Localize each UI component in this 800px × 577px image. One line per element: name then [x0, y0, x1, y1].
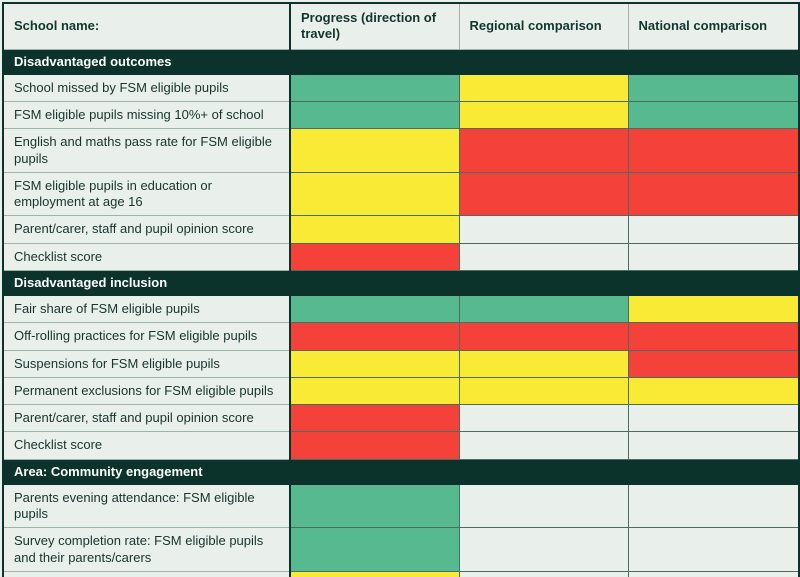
table-row: Parent/carer, staff and pupil opinion sc…	[2, 403, 800, 433]
status-cell-blank	[458, 570, 629, 577]
column-header-school-name: School name:	[2, 2, 291, 50]
status-cell-yellow	[289, 570, 460, 577]
table-body: Disadvantaged outcomes School missed by F…	[2, 48, 800, 577]
table-row: English and maths pass rate for FSM elig…	[2, 128, 800, 173]
table-row: FSM eligible pupils missing 10%+ of scho…	[2, 100, 800, 130]
status-cell-yellow	[458, 100, 629, 130]
status-cell-yellow	[289, 376, 460, 406]
row-label: Suspensions for FSM eligible pupils	[2, 349, 291, 378]
status-cell-yellow	[289, 215, 460, 244]
status-cell-yellow	[458, 376, 629, 406]
status-cell-red	[289, 242, 460, 271]
table-row: Fair share of FSM eligible pupils	[2, 294, 800, 324]
row-label: Fair share of FSM eligible pupils	[2, 294, 291, 324]
row-label: Off-rolling practices for FSM eligible p…	[2, 322, 291, 351]
status-cell-yellow	[627, 376, 800, 406]
row-label: Parent/carer, staff and pupil opinion sc…	[2, 570, 291, 577]
table-row: Checklist score	[2, 242, 800, 271]
row-label: Parent/carer, staff and pupil opinion sc…	[2, 403, 291, 433]
status-cell-red	[627, 128, 800, 173]
header-row: School name: Progress (direction of trav…	[2, 2, 800, 50]
status-cell-yellow	[289, 171, 460, 217]
status-cell-red	[289, 403, 460, 433]
table-row: Parents evening attendance: FSM eligible…	[2, 483, 800, 529]
section-title: Disadvantaged outcomes	[2, 48, 800, 75]
row-label: Parent/carer, staff and pupil opinion sc…	[2, 215, 291, 244]
status-cell-red	[458, 171, 629, 217]
status-cell-blank	[627, 570, 800, 577]
table-row: Off-rolling practices for FSM eligible p…	[2, 322, 800, 351]
row-label: School missed by FSM eligible pupils	[2, 73, 291, 103]
status-cell-blank	[627, 215, 800, 244]
status-cell-red	[627, 349, 800, 378]
column-header-regional: Regional comparison	[458, 2, 629, 50]
row-label: FSM eligible pupils missing 10%+ of scho…	[2, 100, 291, 130]
row-label: Parents evening attendance: FSM eligible…	[2, 483, 291, 529]
status-cell-red	[289, 322, 460, 351]
table-row: Permanent exclusions for FSM eligible pu…	[2, 376, 800, 406]
section-title: Area: Community engagement	[2, 458, 800, 485]
status-cell-blank	[627, 483, 800, 529]
table-row: FSM eligible pupils in education or empl…	[2, 171, 800, 217]
row-label: Permanent exclusions for FSM eligible pu…	[2, 376, 291, 406]
table-row: Parent/carer, staff and pupil opinion sc…	[2, 570, 800, 577]
status-cell-red	[289, 431, 460, 460]
status-cell-blank	[627, 431, 800, 460]
status-cell-yellow	[458, 73, 629, 103]
status-cell-blank	[627, 527, 800, 572]
status-cell-yellow	[458, 349, 629, 378]
status-cell-green	[458, 294, 629, 324]
column-header-progress: Progress (direction of travel)	[289, 2, 460, 50]
row-label: Survey completion rate: FSM eligible pup…	[2, 527, 291, 572]
row-label: Checklist score	[2, 431, 291, 460]
status-cell-blank	[458, 242, 629, 271]
status-cell-yellow	[289, 349, 460, 378]
status-cell-green	[289, 527, 460, 572]
section-title: Disadvantaged inclusion	[2, 269, 800, 297]
table-row: Parent/carer, staff and pupil opinion sc…	[2, 215, 800, 244]
status-cell-green	[289, 73, 460, 103]
column-header-national: National comparison	[627, 2, 800, 50]
table-row: Suspensions for FSM eligible pupils	[2, 349, 800, 378]
status-cell-yellow	[289, 128, 460, 173]
table-row: School missed by FSM eligible pupils	[2, 73, 800, 103]
status-cell-blank	[458, 403, 629, 433]
section-header-row: Area: Community engagement	[2, 458, 800, 485]
status-cell-red	[627, 322, 800, 351]
row-label: English and maths pass rate for FSM elig…	[2, 128, 291, 173]
status-cell-green	[627, 100, 800, 130]
status-cell-green	[289, 100, 460, 130]
status-cell-red	[458, 322, 629, 351]
status-cell-blank	[627, 242, 800, 271]
row-label: Checklist score	[2, 242, 291, 271]
status-cell-blank	[458, 431, 629, 460]
status-cell-red	[458, 128, 629, 173]
status-cell-blank	[458, 527, 629, 572]
status-cell-blank	[458, 215, 629, 244]
status-cell-green	[289, 483, 460, 529]
status-cell-green	[627, 73, 800, 103]
status-cell-green	[289, 294, 460, 324]
section-header-row: Disadvantaged outcomes	[2, 48, 800, 75]
table-row: Checklist score	[2, 431, 800, 460]
table-row: Survey completion rate: FSM eligible pup…	[2, 527, 800, 572]
section-header-row: Disadvantaged inclusion	[2, 269, 800, 297]
status-cell-blank	[627, 403, 800, 433]
status-cell-yellow	[627, 294, 800, 324]
status-cell-red	[627, 171, 800, 217]
row-label: FSM eligible pupils in education or empl…	[2, 171, 291, 217]
status-cell-blank	[458, 483, 629, 529]
